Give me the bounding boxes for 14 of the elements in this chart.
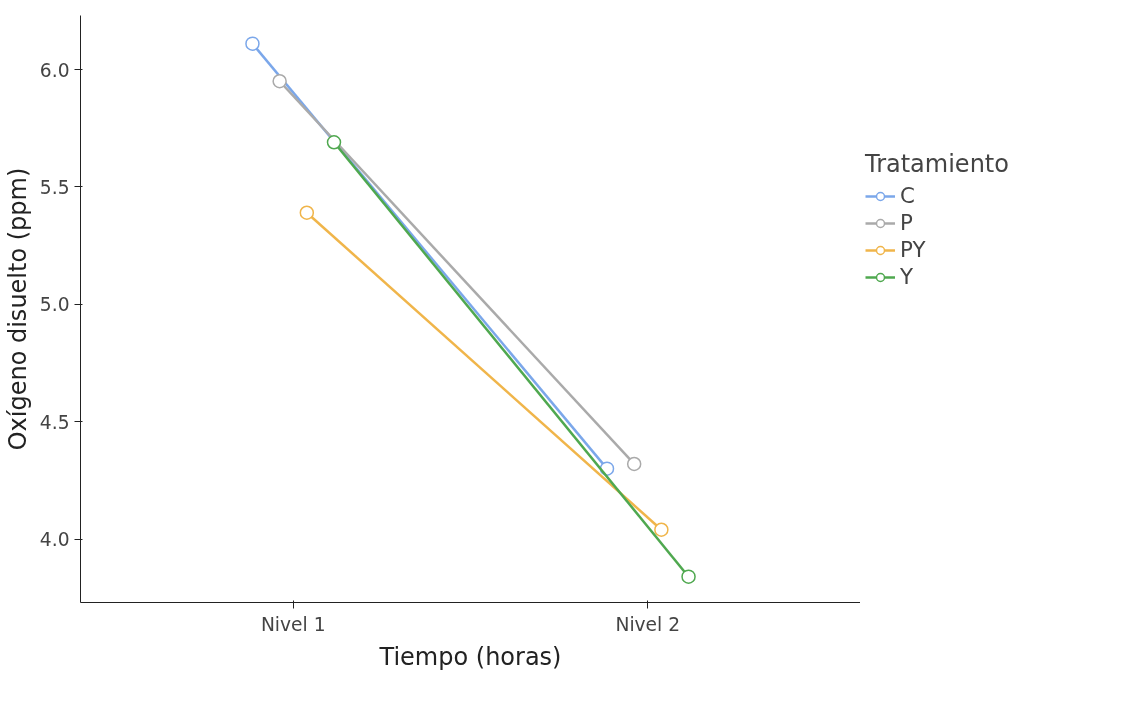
y-tick-label: 4.0 bbox=[39, 529, 70, 551]
legend-label: C bbox=[900, 183, 916, 208]
y-axis-title: Oxígeno disuelto (ppm) bbox=[3, 167, 32, 451]
legend-title: Tratamiento bbox=[865, 150, 1009, 178]
y-tick-label: 4.5 bbox=[39, 411, 70, 433]
x-tick-label: Nivel 2 bbox=[615, 613, 681, 635]
x-tick-label: Nivel 1 bbox=[260, 613, 326, 635]
y-tick-label: 5.5 bbox=[39, 176, 70, 198]
y-tick-label: 5.0 bbox=[39, 294, 70, 316]
legend-label: Y bbox=[900, 264, 915, 289]
legend-label: P bbox=[900, 210, 914, 235]
legend-label: PY bbox=[900, 237, 926, 262]
y-tick-label: 6.0 bbox=[39, 59, 70, 81]
x-axis-title: Tiempo (horas) bbox=[378, 642, 562, 671]
